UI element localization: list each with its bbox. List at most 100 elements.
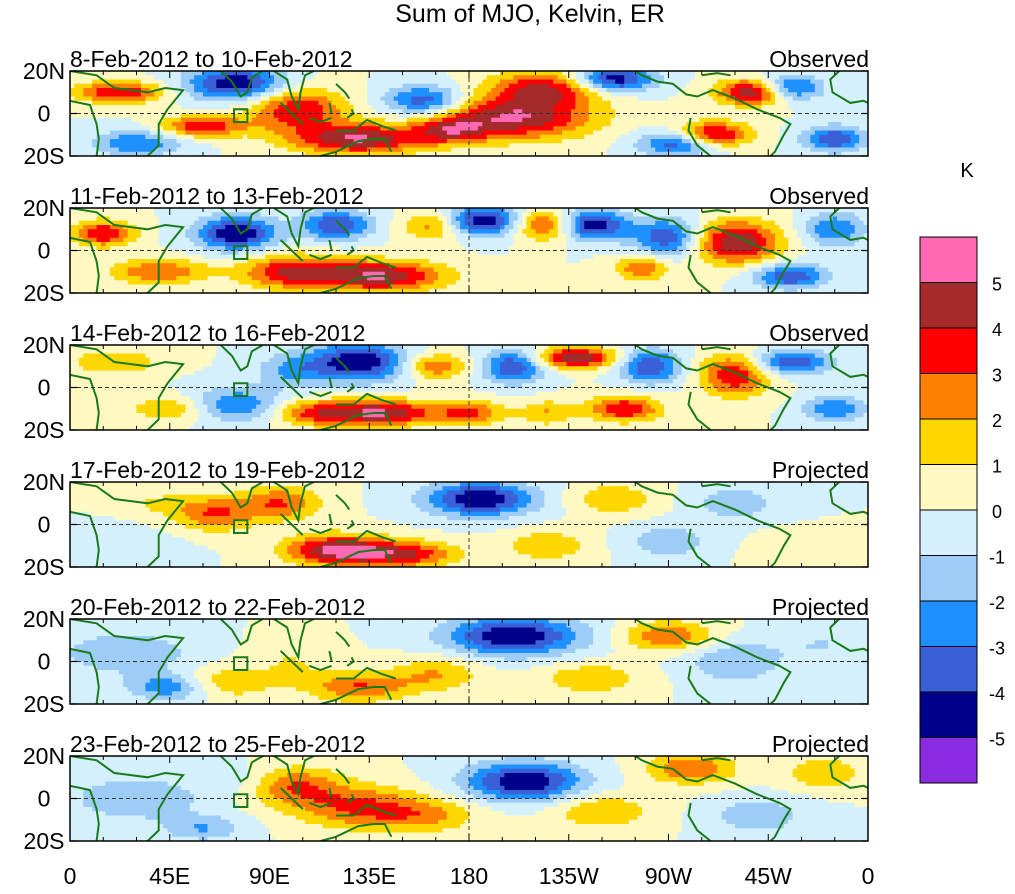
field-cell <box>199 88 204 93</box>
field-cell <box>797 139 802 144</box>
field-cell <box>145 238 150 243</box>
field-cell <box>425 118 430 123</box>
field-cell <box>757 217 762 222</box>
field-cell <box>624 135 629 140</box>
field-cell <box>500 122 505 127</box>
field-cell <box>855 135 860 140</box>
field-cell <box>806 105 811 110</box>
field-cell <box>283 135 288 140</box>
field-cell <box>673 75 678 80</box>
field-cell <box>190 97 195 102</box>
field-cell <box>70 75 75 80</box>
field-cell <box>132 105 137 110</box>
field-cell <box>513 221 518 226</box>
field-cell <box>199 148 204 153</box>
field-cell <box>163 101 168 106</box>
field-cell <box>128 118 133 123</box>
field-cell <box>168 114 173 119</box>
field-cell <box>496 131 501 136</box>
field-cell <box>536 105 541 110</box>
field-cell <box>132 92 137 97</box>
field-cell <box>238 80 243 85</box>
field-cell <box>717 135 722 140</box>
field-cell <box>314 80 319 85</box>
field-cell <box>292 221 297 226</box>
field-cell <box>731 225 736 230</box>
field-cell <box>429 212 434 217</box>
field-cell <box>518 234 523 239</box>
field-cell <box>655 92 660 97</box>
field-cell <box>207 221 212 226</box>
field-cell <box>837 101 842 106</box>
field-cell <box>620 234 625 239</box>
field-cell <box>327 143 332 148</box>
field-cell <box>274 80 279 85</box>
field-cell <box>620 212 625 217</box>
field-cell <box>620 135 625 140</box>
field-cell <box>225 143 230 148</box>
field-cell <box>841 221 846 226</box>
field-cell <box>256 97 261 102</box>
field-cell <box>83 143 88 148</box>
field-cell <box>841 148 846 153</box>
field-cell <box>558 118 563 123</box>
field-cell <box>225 105 230 110</box>
field-cell <box>425 97 430 102</box>
field-cell <box>731 221 736 226</box>
field-cell <box>593 229 598 234</box>
field-cell <box>394 122 399 127</box>
field-cell <box>575 148 580 153</box>
field-cell <box>349 148 354 153</box>
field-cell <box>536 114 541 119</box>
field-cell <box>252 118 257 123</box>
field-cell <box>682 212 687 217</box>
field-cell <box>128 101 133 106</box>
field-cell <box>606 135 611 140</box>
field-cell <box>305 135 310 140</box>
field-cell <box>757 101 762 106</box>
field-cell <box>536 88 541 93</box>
field-cell <box>367 221 372 226</box>
field-cell <box>748 75 753 80</box>
field-cell <box>509 97 514 102</box>
field-cell <box>456 118 461 123</box>
field-cell <box>558 75 563 80</box>
field-cell <box>655 122 660 127</box>
field-cell <box>762 101 767 106</box>
field-cell <box>549 75 554 80</box>
field-cell <box>660 88 665 93</box>
field-cell <box>270 131 275 136</box>
field-cell <box>327 217 332 222</box>
field-cell <box>739 225 744 230</box>
field-cell <box>522 126 527 131</box>
panel-period-label: 8-Feb-2012 to 10-Feb-2012 <box>70 46 353 72</box>
field-cell <box>185 143 190 148</box>
field-cell <box>637 135 642 140</box>
field-cell <box>571 75 576 80</box>
field-cell <box>722 212 727 217</box>
field-cell <box>88 217 93 222</box>
field-cell <box>664 88 669 93</box>
field-cell <box>615 122 620 127</box>
field-cell <box>460 135 465 140</box>
field-cell <box>349 225 354 230</box>
field-cell <box>469 225 474 230</box>
field-cell <box>589 135 594 140</box>
field-cell <box>105 229 110 234</box>
field-cell <box>810 114 815 119</box>
field-cell <box>580 234 585 239</box>
field-cell <box>159 212 164 217</box>
field-cell <box>833 122 838 127</box>
field-cell <box>700 221 705 226</box>
field-cell <box>518 135 523 140</box>
field-cell <box>735 126 740 131</box>
field-cell <box>74 105 79 110</box>
field-cell <box>859 122 864 127</box>
field-cell <box>837 105 842 110</box>
field-cell <box>624 105 629 110</box>
field-cell <box>371 225 376 230</box>
field-cell <box>238 217 243 222</box>
field-cell <box>438 225 443 230</box>
field-cell <box>478 212 483 217</box>
field-cell <box>473 225 478 230</box>
